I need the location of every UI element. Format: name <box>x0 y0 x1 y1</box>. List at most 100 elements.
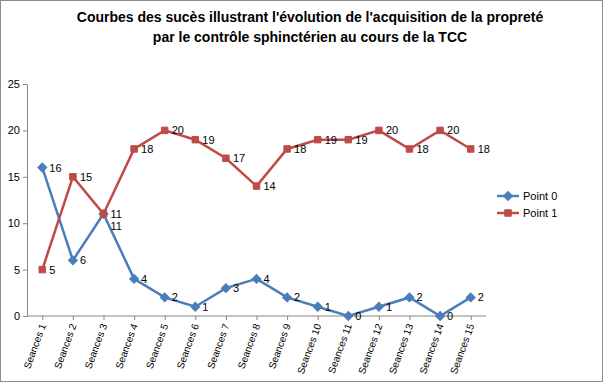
data-label: 11 <box>111 220 122 232</box>
marker <box>39 266 45 272</box>
data-label: 20 <box>172 124 184 136</box>
y-tick-mark <box>23 177 27 178</box>
x-tick-mark <box>318 316 319 320</box>
data-label: 6 <box>80 254 86 266</box>
x-tick: Seances 11 <box>326 316 354 375</box>
x-tick-mark <box>379 316 380 320</box>
marker <box>99 209 108 218</box>
title: Courbes des sucès illustrant l'évolution… <box>77 9 544 45</box>
y-tick-mark <box>23 130 27 131</box>
x-tick: Seances 10 <box>295 316 324 376</box>
x-tick-mark <box>471 316 472 320</box>
data-label: 5 <box>49 264 55 276</box>
data-label: 15 <box>80 171 92 183</box>
data-label: 18 <box>294 143 306 155</box>
data-label: 4 <box>264 273 270 285</box>
x-tick-mark <box>226 316 227 320</box>
marker <box>223 155 229 161</box>
x-tick-mark <box>165 316 166 320</box>
x-tick-label: Seances 12 <box>356 322 385 376</box>
y-tick-label: 10 <box>8 217 20 229</box>
x-tick: Seances 15 <box>448 316 477 376</box>
marker <box>467 146 473 152</box>
x-tick-mark <box>410 316 411 320</box>
marker <box>68 256 77 265</box>
marker <box>100 211 106 217</box>
marker <box>253 183 259 189</box>
x-tick-mark <box>42 316 43 320</box>
data-label: 17 <box>233 152 245 164</box>
y-axis-line <box>27 85 28 317</box>
data-label: 19 <box>355 134 367 146</box>
data-label: 2 <box>478 291 484 303</box>
y-tick: 10 <box>8 217 27 229</box>
x-tick: Seances 8 <box>236 316 263 370</box>
data-label: 18 <box>478 143 490 155</box>
chart-frame <box>1 1 603 382</box>
x-tick: Seances 5 <box>144 316 171 370</box>
series-line <box>42 168 470 316</box>
x-tick: Seances 6 <box>174 316 201 370</box>
x-tick-mark <box>195 316 196 320</box>
data-label: 11 <box>111 208 122 220</box>
x-tick-label: Seances 2 <box>52 322 79 371</box>
marker <box>161 127 167 133</box>
x-tick-label: Seances 4 <box>113 322 140 371</box>
marker <box>437 127 443 133</box>
marker <box>313 302 322 311</box>
legend-marker <box>504 192 513 201</box>
y-tick-mark <box>23 84 27 85</box>
x-tick: Seances 1 <box>21 316 48 370</box>
marker <box>252 274 261 283</box>
legend: Point 0 Point 1 <box>497 190 557 219</box>
y-tick-label: 15 <box>8 171 20 183</box>
marker <box>466 293 475 302</box>
x-tick-mark <box>73 316 74 320</box>
y-tick-label: 0 <box>14 310 20 322</box>
data-label: 1 <box>386 301 392 313</box>
x-tick-label: Seances 3 <box>83 322 110 371</box>
data-label: 20 <box>386 124 398 136</box>
marker <box>405 293 414 302</box>
x-tick-label: Seances 9 <box>266 322 293 371</box>
plot-area <box>38 127 475 320</box>
x-tick-mark <box>287 316 288 320</box>
x-tick-label: Seances 7 <box>205 322 232 371</box>
data-label: 0 <box>355 310 361 322</box>
data-label: 4 <box>141 273 147 285</box>
y-tick: 15 <box>8 171 27 183</box>
legend-label: Point 1 <box>523 207 557 219</box>
marker <box>436 312 445 321</box>
marker <box>191 302 200 311</box>
x-tick-label: Seances 5 <box>144 322 171 371</box>
marker <box>284 146 290 152</box>
marker <box>314 136 320 142</box>
marker <box>345 136 351 142</box>
x-tick: Seances 3 <box>83 316 110 370</box>
legend-label: Point 0 <box>523 190 557 202</box>
data-label: 0 <box>447 310 453 322</box>
marker <box>374 302 383 311</box>
y-tick: 5 <box>14 264 27 276</box>
x-tick-label: Seances 11 <box>326 322 354 375</box>
x-tick-label: Seances 6 <box>174 322 201 371</box>
marker <box>344 312 353 321</box>
x-tick-mark <box>257 316 258 320</box>
data-labels: 1661142134210120251511182019171418191920… <box>49 124 490 322</box>
legend-marker <box>505 210 511 216</box>
marker <box>130 274 139 283</box>
data-label: 18 <box>141 143 153 155</box>
x-tick-label: Seances 13 <box>387 322 416 376</box>
x-tick: Seances 7 <box>205 316 232 370</box>
y-tick: 25 <box>8 78 27 90</box>
y-tick-label: 25 <box>8 78 20 90</box>
x-tick: Seances 9 <box>266 316 293 370</box>
x-tick-label: Seances 8 <box>236 322 263 371</box>
x-tick: Seances 12 <box>356 316 385 376</box>
y-tick-label: 5 <box>14 264 20 276</box>
chart: Courbes des sucès illustrant l'évolution… <box>0 0 603 382</box>
x-tick: Seances 2 <box>52 316 79 370</box>
y-tick-label: 20 <box>8 124 20 136</box>
x-tick: Seances 13 <box>387 316 416 376</box>
x-tick-label: Seances 14 <box>417 322 446 376</box>
